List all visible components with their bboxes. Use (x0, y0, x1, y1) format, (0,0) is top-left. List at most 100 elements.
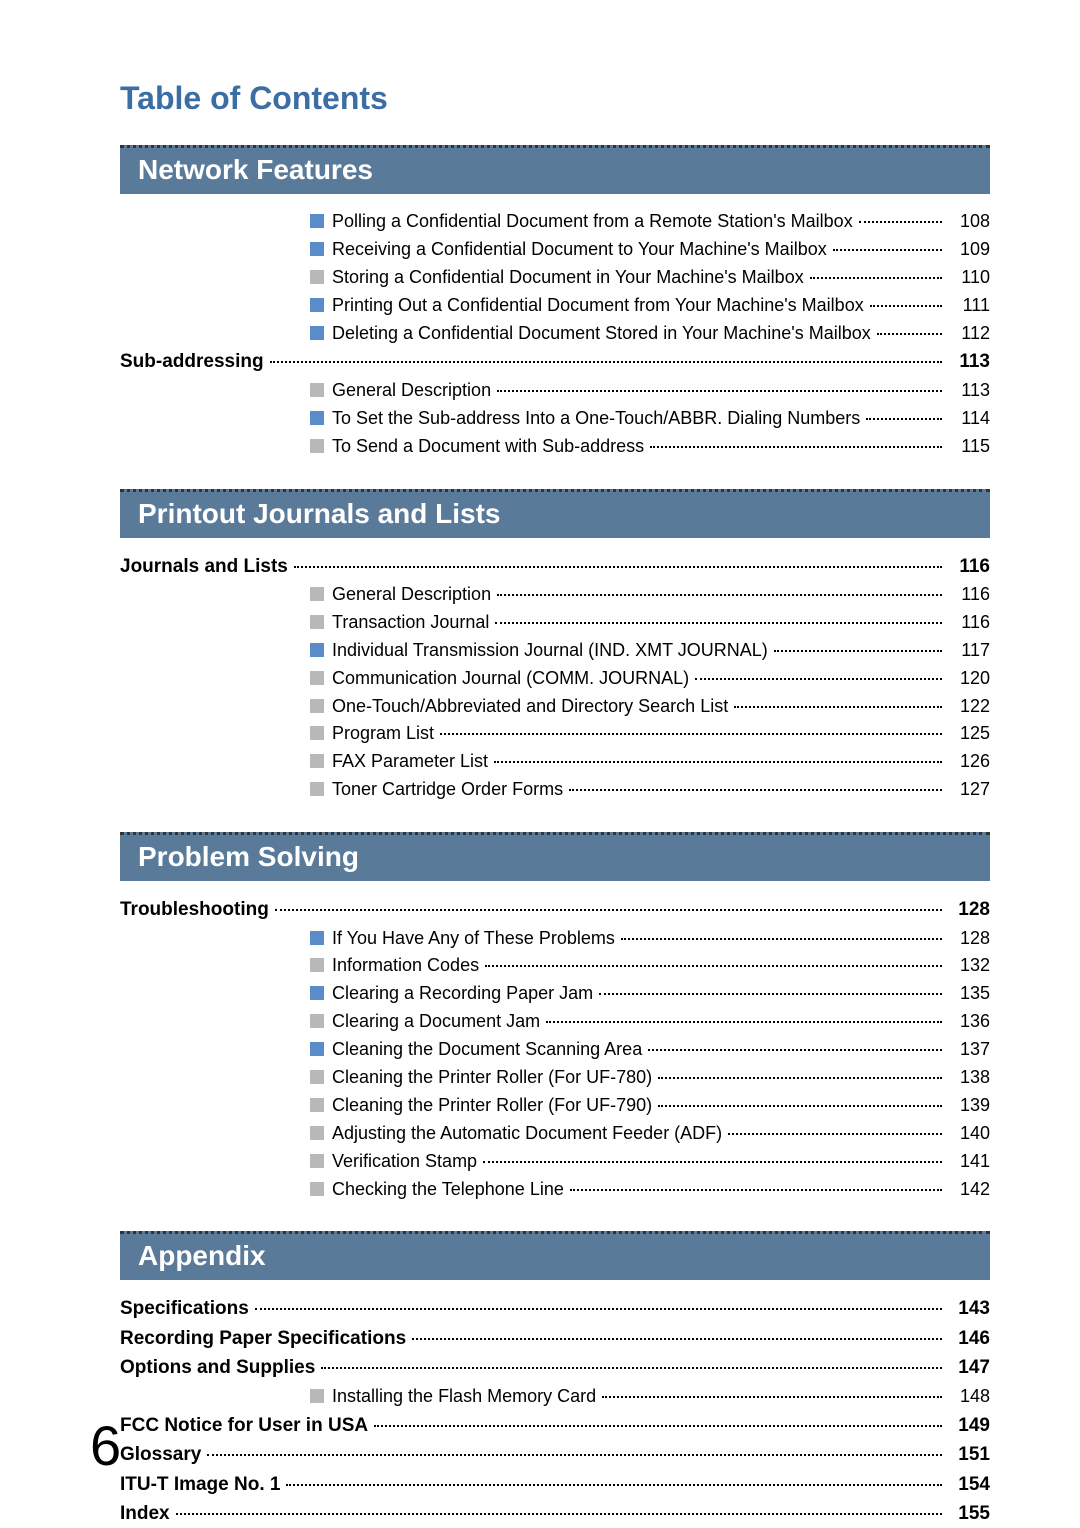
toc-section: Problem SolvingTroubleshooting128If You … (120, 832, 990, 1203)
bullet-icon (310, 615, 324, 629)
toc-major-entry[interactable]: Sub-addressing113 (120, 347, 990, 376)
toc-sub-entry[interactable]: Transaction Journal 116 (120, 609, 990, 637)
bullet-icon (310, 1389, 324, 1403)
toc-sub-entry[interactable]: Printing Out a Confidential Document fro… (120, 292, 990, 320)
dot-leader (440, 733, 942, 735)
dot-leader (546, 1021, 942, 1023)
dot-leader (658, 1077, 942, 1079)
toc-sub-entry[interactable]: Clearing a Document Jam136 (120, 1008, 990, 1036)
section-heading: Network Features (120, 145, 990, 194)
toc-sub-entry[interactable]: Communication Journal (COMM. JOURNAL)120 (120, 665, 990, 693)
entry-label: Adjusting the Automatic Document Feeder … (332, 1120, 722, 1148)
bullet-icon (310, 931, 324, 945)
dot-leader (176, 1513, 942, 1515)
dot-leader (621, 938, 942, 940)
toc-sub-entry[interactable]: Program List125 (120, 720, 990, 748)
entry-label: Troubleshooting (120, 895, 269, 924)
bullet-icon (310, 1098, 324, 1112)
entry-label: Cleaning the Document Scanning Area (332, 1036, 642, 1064)
entry-page: 111 (948, 292, 990, 320)
entry-label: General Description (332, 581, 491, 609)
toc-major-entry[interactable]: FCC Notice for User in USA149 (120, 1411, 990, 1440)
entry-page: 140 (948, 1120, 990, 1148)
toc-major-entry[interactable]: Options and Supplies147 (120, 1353, 990, 1382)
toc-sub-entry[interactable]: General Description113 (120, 377, 990, 405)
toc-sub-entry[interactable]: Cleaning the Document Scanning Area 137 (120, 1036, 990, 1064)
entry-page: 139 (948, 1092, 990, 1120)
entry-label: One-Touch/Abbreviated and Directory Sear… (332, 693, 728, 721)
entry-label: Transaction Journal (332, 609, 489, 637)
dot-leader (497, 390, 942, 392)
entry-page: 154 (948, 1470, 990, 1499)
entry-page: 141 (948, 1148, 990, 1176)
toc-major-entry[interactable]: Recording Paper Specifications146 (120, 1324, 990, 1353)
bullet-icon (310, 411, 324, 425)
entry-label: Printing Out a Confidential Document fro… (332, 292, 864, 320)
toc-sub-entry[interactable]: Deleting a Confidential Document Stored … (120, 320, 990, 348)
toc-sub-entry[interactable]: One-Touch/Abbreviated and Directory Sear… (120, 693, 990, 721)
dot-leader (494, 761, 942, 763)
toc-sub-entry[interactable]: Verification Stamp141 (120, 1148, 990, 1176)
entry-label: Polling a Confidential Document from a R… (332, 208, 853, 236)
toc-sub-entry[interactable]: Clearing a Recording Paper Jam135 (120, 980, 990, 1008)
entry-label: FCC Notice for User in USA (120, 1411, 368, 1440)
entry-label: Individual Transmission Journal (IND. XM… (332, 637, 768, 665)
dot-leader (866, 418, 942, 420)
toc-sections: Network Features Polling a Confidential D… (120, 145, 990, 1528)
toc-sub-entry[interactable]: FAX Parameter List126 (120, 748, 990, 776)
entry-label: Clearing a Recording Paper Jam (332, 980, 593, 1008)
toc-sub-entry[interactable]: Receiving a Confidential Document to You… (120, 236, 990, 264)
entry-page: 148 (948, 1383, 990, 1411)
dot-leader (602, 1396, 942, 1398)
toc-sub-entry[interactable]: Checking the Telephone Line142 (120, 1176, 990, 1204)
entry-page: 115 (948, 433, 990, 461)
toc-sub-entry[interactable]: Adjusting the Automatic Document Feeder … (120, 1120, 990, 1148)
toc-sub-entry[interactable]: To Set the Sub-address Into a One-Touch/… (120, 405, 990, 433)
toc-sub-entry[interactable]: Information Codes132 (120, 952, 990, 980)
entry-label: Sub-addressing (120, 347, 264, 376)
toc-sub-entry[interactable]: Individual Transmission Journal (IND. XM… (120, 637, 990, 665)
toc-major-entry[interactable]: Glossary151 (120, 1440, 990, 1469)
toc-major-entry[interactable]: ITU-T Image No. 1154 (120, 1470, 990, 1499)
toc-major-entry[interactable]: Specifications143 (120, 1294, 990, 1323)
entry-page: 116 (948, 609, 990, 637)
dot-leader (833, 249, 942, 251)
entry-page: 122 (948, 693, 990, 721)
toc-sub-entry[interactable]: If You Have Any of These Problems128 (120, 925, 990, 953)
bullet-icon (310, 754, 324, 768)
toc-sub-entry[interactable]: To Send a Document with Sub-address115 (120, 433, 990, 461)
toc-major-entry[interactable]: Troubleshooting128 (120, 895, 990, 924)
dot-leader (774, 650, 942, 652)
toc-major-entry[interactable]: Journals and Lists116 (120, 552, 990, 581)
toc-sub-entry[interactable]: Polling a Confidential Document from a R… (120, 208, 990, 236)
entry-page: 137 (948, 1036, 990, 1064)
dot-leader (599, 993, 942, 995)
entry-label: Program List (332, 720, 434, 748)
toc-sub-entry[interactable]: Cleaning the Printer Roller (For UF-790)… (120, 1092, 990, 1120)
toc-sub-entry[interactable]: General Description 116 (120, 581, 990, 609)
toc-sub-entry[interactable]: Cleaning the Printer Roller (For UF-780)… (120, 1064, 990, 1092)
toc-section: Printout Journals and ListsJournals and … (120, 489, 990, 805)
toc-major-entry[interactable]: Index155 (120, 1499, 990, 1528)
entry-label: Options and Supplies (120, 1353, 315, 1382)
dot-leader (658, 1105, 942, 1107)
bullet-icon (310, 958, 324, 972)
entry-page: 110 (948, 264, 990, 292)
toc-sub-entry[interactable]: Installing the Flash Memory Card148 (120, 1383, 990, 1411)
bullet-icon (310, 726, 324, 740)
toc-sub-entry[interactable]: Storing a Confidential Document in Your … (120, 264, 990, 292)
entry-page: 138 (948, 1064, 990, 1092)
entry-page: 116 (948, 581, 990, 609)
bullet-icon (310, 214, 324, 228)
dot-leader (870, 305, 942, 307)
entry-label: Journals and Lists (120, 552, 288, 581)
bullet-icon (310, 326, 324, 340)
entry-label: Cleaning the Printer Roller (For UF-790) (332, 1092, 652, 1120)
dot-leader (483, 1161, 942, 1163)
toc-sub-entry[interactable]: Toner Cartridge Order Forms127 (120, 776, 990, 804)
entry-page: 113 (948, 377, 990, 405)
entry-label: Index (120, 1499, 170, 1528)
dot-leader (497, 594, 942, 596)
bullet-icon (310, 1070, 324, 1084)
entry-label: If You Have Any of These Problems (332, 925, 615, 953)
